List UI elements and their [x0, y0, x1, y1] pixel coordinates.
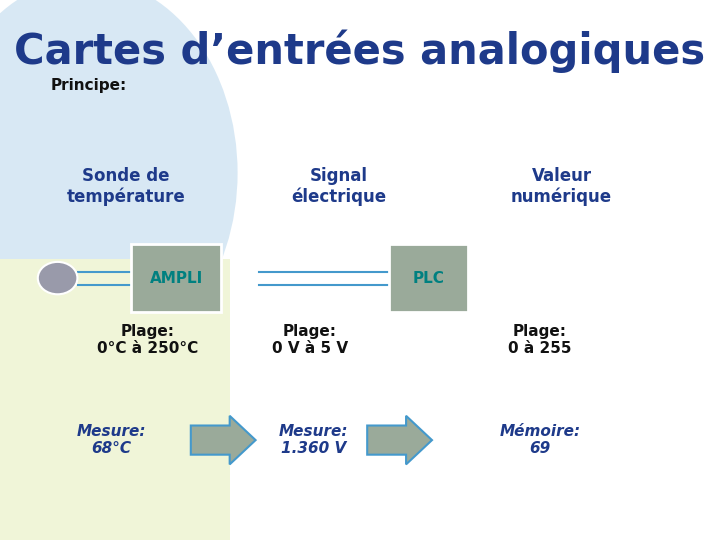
FancyBboxPatch shape: [132, 244, 222, 312]
Text: Mesure:
68°C: Mesure: 68°C: [77, 424, 146, 456]
Text: Principe:: Principe:: [50, 78, 127, 93]
Text: Plage:
0°C à 250°C: Plage: 0°C à 250°C: [97, 324, 198, 356]
Ellipse shape: [37, 262, 78, 294]
Text: Mémoire:
69: Mémoire: 69: [500, 424, 580, 456]
Polygon shape: [191, 416, 256, 464]
FancyBboxPatch shape: [389, 244, 468, 312]
Text: Signal
électrique: Signal électrique: [291, 167, 386, 206]
Text: AMPLI: AMPLI: [150, 271, 203, 286]
Text: Valeur
numérique: Valeur numérique: [511, 167, 612, 206]
Text: Mesure:
1.360 V: Mesure: 1.360 V: [279, 424, 348, 456]
Text: Cartes d’entrées analogiques: Cartes d’entrées analogiques: [14, 30, 706, 73]
Polygon shape: [0, 259, 230, 540]
Ellipse shape: [0, 0, 238, 367]
Text: Plage:
0 à 255: Plage: 0 à 255: [508, 324, 572, 356]
Text: PLC: PLC: [413, 271, 444, 286]
Polygon shape: [367, 416, 432, 464]
Text: Plage:
0 V à 5 V: Plage: 0 V à 5 V: [271, 324, 348, 356]
Text: Sonde de
température: Sonde de température: [67, 167, 185, 206]
